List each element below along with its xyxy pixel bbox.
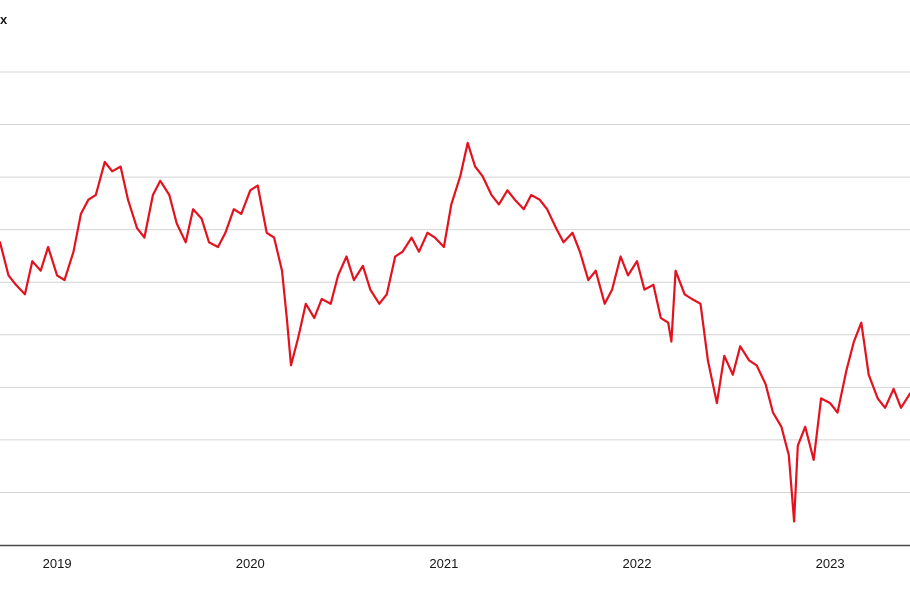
series-line <box>0 141 910 523</box>
gridlines <box>0 71 910 493</box>
x-tick-label: 2019 <box>43 556 72 571</box>
x-tick-label: 2022 <box>623 556 652 571</box>
x-tick-label: 2023 <box>816 556 845 571</box>
series-group <box>0 141 910 523</box>
x-tick-label: 2020 <box>236 556 265 571</box>
x-tick-label: 2021 <box>429 556 458 571</box>
chart-title: x <box>0 12 8 27</box>
x-tick-labels: 2019 2020 2021 2022 2023 <box>43 556 845 571</box>
